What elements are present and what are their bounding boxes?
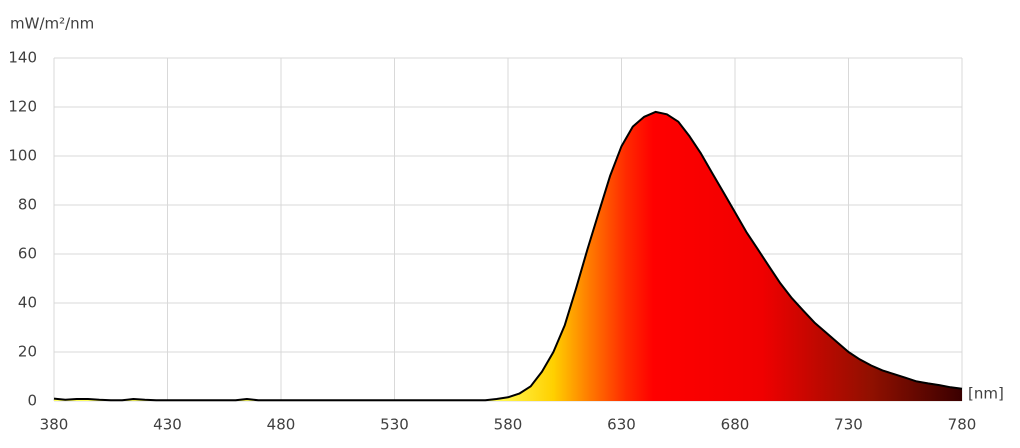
y-tick-label: 0 <box>27 392 37 410</box>
x-tick-label: 430 <box>153 416 182 434</box>
x-tick-label: 730 <box>834 416 863 434</box>
y-axis-label: mW/m²/nm <box>10 15 94 33</box>
y-tick-label: 100 <box>8 147 37 165</box>
x-axis-label: [nm] <box>968 385 1004 403</box>
x-tick-label: 480 <box>267 416 296 434</box>
x-tick-label: 780 <box>948 416 977 434</box>
y-tick-label: 120 <box>8 98 37 116</box>
x-tick-label: 580 <box>494 416 523 434</box>
y-tick-label: 40 <box>18 294 37 312</box>
x-tick-label: 530 <box>380 416 409 434</box>
area-fill <box>54 111 962 402</box>
x-tick-label: 630 <box>607 416 636 434</box>
y-tick-label: 20 <box>18 343 37 361</box>
y-tick-label: 140 <box>8 49 37 67</box>
y-tick-label: 80 <box>18 196 37 214</box>
x-tick-label: 380 <box>40 416 69 434</box>
spectrum-line <box>53 110 963 402</box>
x-tick-label: 680 <box>721 416 750 434</box>
y-tick-label: 60 <box>18 245 37 263</box>
